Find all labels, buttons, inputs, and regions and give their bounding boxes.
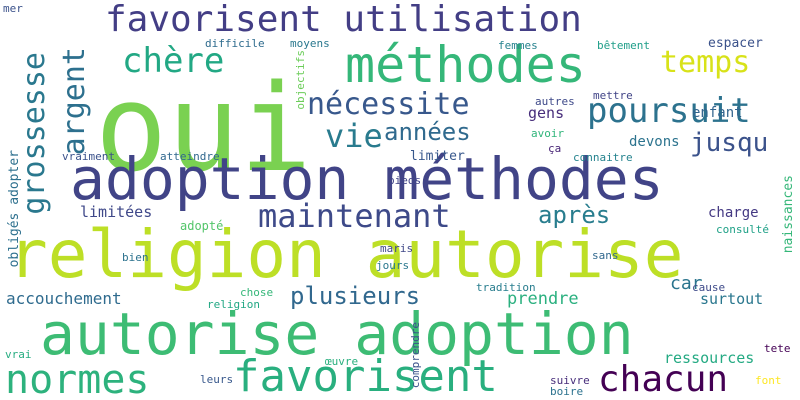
word-favorisent-utilisation: favorisent utilisation [105, 0, 582, 40]
word-enfant: enfant [692, 105, 743, 121]
word-prendre: prendre [507, 289, 579, 309]
word-femmes: femmes [498, 39, 538, 52]
word-oeuvre: œuvre [325, 355, 359, 368]
word-tradition: tradition [476, 281, 536, 294]
word-font: font [755, 374, 782, 387]
word-cause: cause [692, 281, 726, 294]
word-oui: oui [95, 60, 312, 199]
word-mettre: mettre [593, 89, 633, 102]
word-naissances: naissances [781, 175, 796, 254]
word-vrai: vrai [5, 348, 32, 361]
word-betement: bêtement [597, 39, 650, 52]
word-connaitre: connaitre [573, 151, 633, 164]
word-devons: devons [629, 134, 680, 150]
word-mer: mer [3, 2, 23, 15]
word-gens: gens [528, 104, 565, 122]
word-leurs: leurs [200, 373, 234, 386]
word-consulte: consulté [716, 223, 769, 236]
word-accouchement: accouchement [6, 289, 122, 308]
word-poursuit: poursuit [587, 91, 751, 131]
word-tete: tete [764, 342, 791, 355]
word-pieds: pieds [388, 174, 422, 187]
word-limiter: limiter [410, 149, 465, 164]
word-suivre: suivre [550, 374, 590, 387]
word-methodes: méthodes [345, 36, 586, 94]
word-objectifs: objectifs [294, 50, 307, 110]
word-grossesse: grossesse [17, 52, 52, 215]
word-autres: autres [535, 95, 575, 108]
word-religion-autorise: religion autorise [8, 216, 684, 293]
word-moyens: moyens [290, 37, 330, 50]
word-bien: bien [122, 251, 149, 264]
word-chose: chose [240, 286, 274, 299]
word-jusqu: jusqu [690, 128, 769, 158]
word-adoption-methodes: adoption méthodes [70, 145, 664, 213]
word-avoir: avoir [531, 127, 565, 140]
word-ca: ça [548, 142, 562, 155]
word-chacun: chacun [598, 359, 729, 400]
word-maintenant: maintenant [258, 197, 451, 235]
word-vie: vie [325, 117, 383, 155]
word-favorisent: favorisent [233, 351, 498, 400]
word-necessite: nécessite [307, 87, 470, 122]
word-adopte: adopté [180, 219, 224, 233]
word-apres: après [538, 201, 611, 229]
word-vraiment: vraiment [62, 150, 115, 163]
word-maris: maris [380, 242, 414, 255]
word-sans: sans [592, 249, 619, 262]
word-normes: normes [5, 357, 150, 400]
word-difficile: difficile [205, 37, 265, 50]
word-autorise-adoption: autorise adoption [40, 300, 634, 368]
word-chere: chère [122, 41, 225, 81]
word-religion: religion [207, 298, 260, 311]
word-plusieurs: plusieurs [290, 282, 421, 310]
word-annees: années [384, 118, 471, 146]
word-obliges-adopter: obligés adopter [7, 150, 22, 268]
word-temps: temps [660, 45, 751, 80]
word-surtout: surtout [700, 290, 764, 308]
word-limitees: limitées [80, 203, 153, 221]
word-car: car [670, 273, 703, 294]
word-boire: boire [550, 385, 584, 398]
word-espacer: espacer [708, 36, 763, 51]
word-charge: charge [708, 205, 759, 221]
word-ressources: ressources [664, 349, 755, 367]
word-argent: argent [57, 47, 92, 156]
word-atteindre: atteindre [160, 150, 220, 163]
word-comprendre: comprendre [409, 322, 422, 389]
word-jours: jours [376, 259, 410, 272]
